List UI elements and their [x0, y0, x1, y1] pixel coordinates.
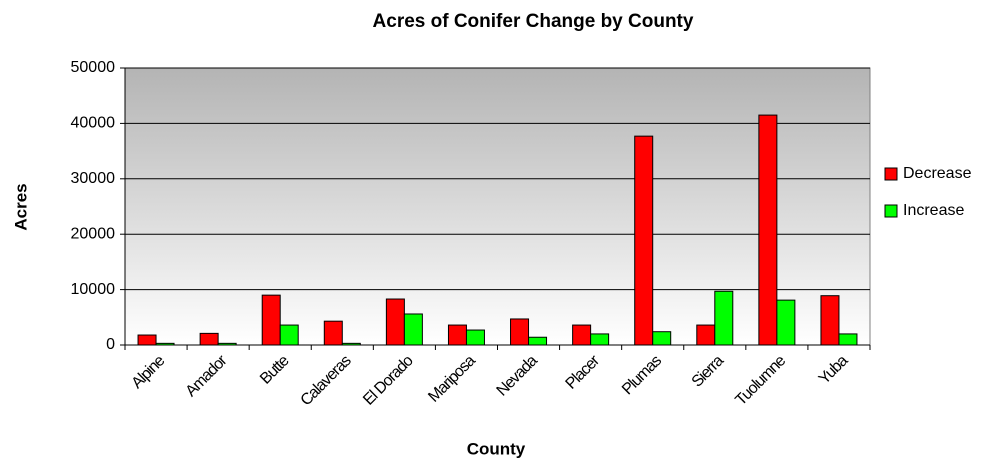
bar	[323, 320, 343, 346]
x-tick-label: Plumas	[619, 352, 665, 398]
x-tick-label: Nevada	[494, 352, 542, 400]
y-tick-label: 10000	[71, 281, 116, 298]
bar	[714, 290, 734, 346]
bar	[758, 114, 778, 346]
x-tick-label: Amador	[183, 352, 232, 401]
bar	[696, 324, 716, 346]
bar	[403, 313, 423, 346]
x-tick-label: Butte	[257, 352, 293, 388]
bar	[385, 298, 405, 346]
plot-area	[124, 67, 871, 346]
bar	[820, 295, 840, 346]
bar	[261, 294, 281, 346]
bar	[572, 324, 592, 346]
x-tick-label: El Dorado	[360, 352, 417, 409]
x-tick-label: Alpine	[129, 352, 169, 392]
legend-label: Increase	[903, 202, 964, 219]
x-tick-label: Calaveras	[298, 352, 355, 409]
y-tick-label: 0	[106, 336, 115, 353]
bar	[652, 331, 672, 346]
y-tick-label: 50000	[71, 59, 116, 76]
x-tick-label: Mariposa	[425, 352, 479, 406]
x-tick-label: Yuba	[816, 352, 852, 388]
chart-title: Acres of Conifer Change by County	[373, 11, 694, 32]
y-tick-label: 30000	[71, 170, 116, 187]
legend-label: Decrease	[903, 165, 972, 182]
bar	[838, 333, 858, 346]
x-tick-label: Placer	[563, 352, 604, 393]
bar	[279, 324, 299, 346]
bar	[510, 318, 530, 346]
legend-swatch	[884, 167, 898, 181]
x-tick-label: Tuolumne	[732, 352, 789, 409]
x-tick-label: Sierra	[689, 352, 728, 391]
bar	[465, 329, 485, 346]
bar	[634, 135, 654, 346]
y-tick-label: 20000	[71, 225, 116, 242]
y-axis-title: Acres	[11, 183, 30, 230]
bar	[528, 336, 548, 346]
legend-swatch	[884, 204, 898, 218]
bar	[199, 332, 219, 346]
bar	[137, 334, 157, 346]
bar	[776, 299, 796, 346]
y-tick-label: 40000	[71, 115, 116, 132]
x-axis-title: County	[467, 439, 526, 458]
bar	[447, 324, 467, 346]
bar	[590, 333, 610, 346]
